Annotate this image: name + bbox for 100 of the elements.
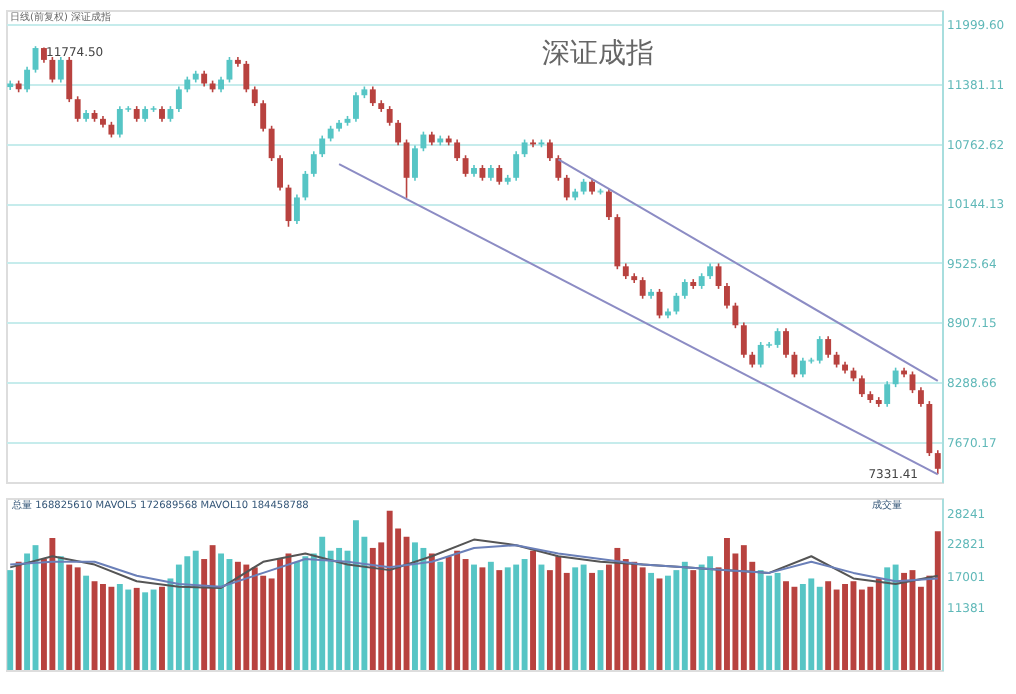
bar xyxy=(681,561,688,670)
candlestick xyxy=(369,85,376,107)
bar xyxy=(437,561,444,670)
bar xyxy=(175,564,182,670)
bar xyxy=(150,589,157,670)
bar xyxy=(639,567,646,670)
bar xyxy=(487,561,494,670)
bar xyxy=(842,584,848,670)
bar xyxy=(302,556,309,670)
bar xyxy=(66,564,73,670)
bar xyxy=(24,553,31,670)
bar xyxy=(816,586,823,670)
bar xyxy=(783,581,789,670)
bar xyxy=(521,559,528,670)
candlestick xyxy=(319,134,326,158)
bar xyxy=(614,547,621,670)
bar xyxy=(589,572,596,670)
candlestick xyxy=(605,187,612,221)
candlestick xyxy=(892,366,899,388)
bar xyxy=(15,561,22,670)
bar xyxy=(319,536,326,670)
bar xyxy=(572,567,579,670)
bar xyxy=(133,587,140,670)
bar xyxy=(234,561,241,670)
candlestick xyxy=(57,56,64,84)
bar xyxy=(336,547,343,670)
bar xyxy=(673,570,680,670)
candlestick xyxy=(293,193,300,225)
bar xyxy=(631,561,638,670)
bar xyxy=(774,572,781,670)
bar xyxy=(142,592,149,670)
bar xyxy=(420,547,427,670)
bar xyxy=(352,520,359,670)
candlestick xyxy=(49,56,56,84)
candlestick xyxy=(884,380,891,408)
bar xyxy=(428,553,435,670)
bar xyxy=(884,567,891,670)
bar xyxy=(386,510,393,670)
candlestick xyxy=(74,95,81,123)
bar xyxy=(496,570,503,670)
candlestick xyxy=(639,276,646,300)
bar xyxy=(833,589,840,670)
candlestick xyxy=(757,341,764,369)
candlestick xyxy=(513,150,520,182)
candlestick xyxy=(352,91,359,123)
candlestick xyxy=(277,154,284,192)
bar xyxy=(648,572,655,670)
candlestick xyxy=(783,327,789,359)
bar xyxy=(192,550,199,670)
bar xyxy=(471,564,477,670)
bar xyxy=(799,584,806,670)
bar xyxy=(690,570,697,670)
bar xyxy=(412,542,418,670)
bar xyxy=(445,556,452,670)
candlestick xyxy=(395,119,402,147)
candlestick xyxy=(175,85,182,113)
candlestick xyxy=(496,164,503,186)
bar xyxy=(504,567,511,670)
bar xyxy=(251,567,258,670)
candlestick xyxy=(799,356,806,379)
bar xyxy=(184,556,191,670)
bar xyxy=(901,572,908,670)
bar xyxy=(934,531,941,670)
candlestick xyxy=(555,154,562,182)
bar xyxy=(277,559,284,670)
candlestick xyxy=(310,150,317,178)
candlestick xyxy=(681,278,688,300)
candlestick xyxy=(116,105,123,139)
bar xyxy=(462,559,469,670)
candlestick xyxy=(563,174,570,202)
bar xyxy=(218,553,224,670)
bar xyxy=(892,564,899,670)
bar xyxy=(808,578,815,670)
candlestick xyxy=(260,99,267,133)
bar xyxy=(49,537,56,670)
candlestick xyxy=(24,66,31,94)
candlestick xyxy=(917,386,924,408)
bar xyxy=(867,586,874,670)
bar xyxy=(825,581,832,670)
candlestick xyxy=(420,130,427,153)
candlestick xyxy=(724,282,730,310)
bar xyxy=(7,570,14,670)
candlestick xyxy=(268,124,275,162)
candlestick xyxy=(816,335,823,365)
candlestick xyxy=(732,301,739,329)
bar xyxy=(766,575,773,670)
bar xyxy=(116,584,123,670)
bar xyxy=(293,561,300,670)
bar xyxy=(243,564,250,670)
bar xyxy=(740,545,747,670)
text: 深证成指 xyxy=(542,38,654,70)
bar xyxy=(209,545,216,670)
candlestick xyxy=(251,85,258,107)
candlestick xyxy=(462,154,469,178)
candlestick xyxy=(740,321,747,359)
candlestick xyxy=(546,138,553,162)
candlestick xyxy=(66,56,73,103)
candlestick xyxy=(934,449,941,475)
candlestick xyxy=(386,105,393,127)
bar xyxy=(724,537,730,670)
